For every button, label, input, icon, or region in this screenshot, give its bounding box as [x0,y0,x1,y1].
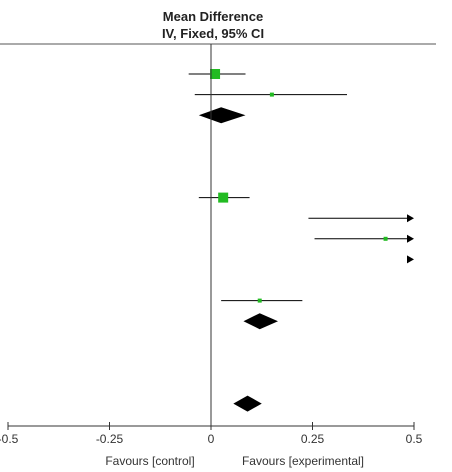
favours-left-label: Favours [control] [105,454,194,468]
pooled-diamond [243,313,278,330]
pooled-layer [198,107,278,412]
study-ci-arrow [407,255,414,264]
pooled-diamond [233,395,262,412]
favours-right-label: Favours [experimental] [242,454,364,468]
study-layer [188,69,414,303]
x-tick-label: -0.5 [0,432,19,446]
study-point-estimate [210,69,221,79]
study-point-estimate [218,192,229,203]
x-tick-label: -0.25 [96,432,124,446]
pooled-diamond [198,107,246,124]
x-tick-label: 0.25 [301,432,325,446]
study-ci-arrow [407,234,414,243]
study-point-estimate [269,92,274,97]
x-axis: -0.5 -0.25 0 0.25 0.5 [0,422,423,446]
study-point-estimate [383,236,388,241]
x-tick-label: 0.5 [406,432,423,446]
study-ci-arrow [407,214,414,223]
study-point-estimate [257,298,262,303]
chart-subtitle: IV, Fixed, 95% CI [162,26,264,41]
x-tick-label: 0 [208,432,215,446]
chart-title: Mean Difference [163,9,263,24]
